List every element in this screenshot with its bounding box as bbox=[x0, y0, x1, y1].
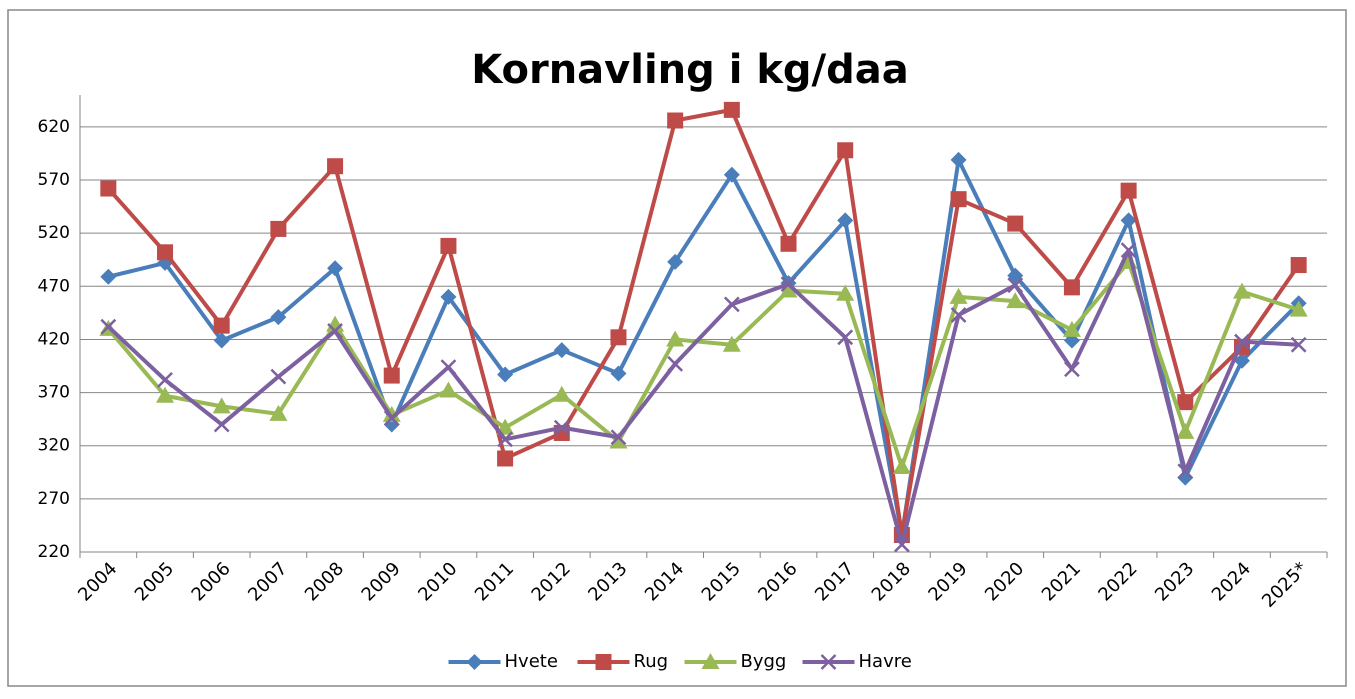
series-line bbox=[106, 248, 1299, 547]
marker bbox=[610, 429, 627, 446]
marker bbox=[157, 244, 174, 261]
marker bbox=[327, 323, 343, 339]
series-line bbox=[106, 259, 1300, 469]
marker bbox=[440, 359, 457, 375]
marker bbox=[1234, 333, 1250, 350]
marker bbox=[1006, 292, 1025, 309]
marker bbox=[701, 653, 720, 669]
y-tick-label: 570 bbox=[38, 170, 70, 190]
y-tick-label: 370 bbox=[38, 383, 70, 403]
marker bbox=[327, 260, 344, 277]
marker bbox=[156, 386, 175, 403]
marker bbox=[1290, 336, 1307, 353]
marker bbox=[439, 381, 458, 398]
marker bbox=[1063, 279, 1080, 296]
marker bbox=[269, 404, 288, 421]
marker bbox=[100, 180, 117, 197]
marker bbox=[723, 296, 740, 313]
y-tick-label: 270 bbox=[38, 489, 70, 509]
marker bbox=[327, 158, 344, 175]
marker bbox=[270, 220, 287, 237]
marker bbox=[780, 235, 797, 252]
marker bbox=[553, 342, 570, 359]
marker bbox=[157, 371, 173, 388]
marker bbox=[100, 268, 117, 285]
marker bbox=[440, 237, 457, 254]
marker bbox=[667, 356, 684, 372]
marker bbox=[667, 112, 684, 129]
marker bbox=[440, 288, 457, 305]
y-tick-label: 420 bbox=[38, 329, 70, 349]
marker bbox=[1232, 282, 1251, 299]
marker bbox=[837, 212, 854, 229]
marker bbox=[780, 276, 797, 293]
marker bbox=[383, 367, 400, 384]
y-tick-label: 470 bbox=[38, 276, 70, 296]
marker bbox=[1177, 463, 1194, 480]
marker bbox=[666, 330, 685, 347]
marker bbox=[836, 284, 855, 301]
marker bbox=[383, 410, 400, 426]
legend-label: Rug bbox=[634, 651, 669, 672]
marker bbox=[610, 365, 627, 382]
chart-title: Kornavling i kg/daa bbox=[471, 47, 909, 93]
marker bbox=[1120, 212, 1137, 229]
y-tick-label: 220 bbox=[38, 542, 70, 562]
marker bbox=[213, 317, 230, 334]
series-line bbox=[106, 107, 1301, 537]
marker bbox=[595, 654, 612, 670]
legend-label: Hvete bbox=[505, 651, 558, 672]
marker bbox=[723, 101, 740, 118]
marker bbox=[270, 368, 287, 385]
marker bbox=[1176, 422, 1195, 439]
marker bbox=[949, 287, 968, 304]
marker bbox=[1120, 242, 1137, 259]
marker bbox=[1062, 320, 1081, 337]
marker bbox=[270, 309, 287, 326]
marker bbox=[722, 335, 741, 352]
marker bbox=[1064, 361, 1080, 378]
marker bbox=[779, 281, 798, 298]
marker bbox=[950, 307, 967, 323]
marker bbox=[1120, 182, 1137, 199]
marker bbox=[894, 536, 910, 553]
legend-label: Havre bbox=[859, 651, 912, 672]
marker bbox=[892, 457, 911, 474]
marker bbox=[1233, 352, 1250, 369]
marker bbox=[1290, 257, 1307, 274]
series-line bbox=[107, 157, 1301, 537]
marker bbox=[610, 329, 627, 346]
marker bbox=[553, 419, 570, 436]
marker bbox=[1007, 215, 1024, 232]
marker bbox=[723, 166, 740, 183]
y-tick-label: 620 bbox=[38, 117, 70, 137]
marker bbox=[950, 191, 967, 208]
marker bbox=[820, 654, 837, 670]
marker bbox=[1177, 394, 1194, 411]
y-tick-label: 520 bbox=[38, 223, 70, 243]
marker bbox=[552, 385, 571, 402]
marker bbox=[213, 332, 230, 349]
marker bbox=[950, 151, 967, 168]
marker bbox=[837, 329, 854, 346]
marker bbox=[1289, 300, 1308, 317]
marker bbox=[466, 654, 483, 670]
marker bbox=[609, 432, 628, 449]
y-tick-label: 320 bbox=[38, 436, 70, 456]
marker bbox=[497, 450, 514, 467]
marker bbox=[382, 405, 401, 422]
marker bbox=[213, 416, 230, 433]
marker bbox=[212, 397, 231, 414]
legend-label: Bygg bbox=[741, 651, 787, 672]
marker bbox=[667, 253, 684, 270]
marker bbox=[497, 431, 513, 448]
marker bbox=[497, 366, 514, 383]
marker bbox=[1007, 277, 1024, 294]
marker bbox=[100, 318, 117, 335]
marker bbox=[837, 142, 854, 159]
